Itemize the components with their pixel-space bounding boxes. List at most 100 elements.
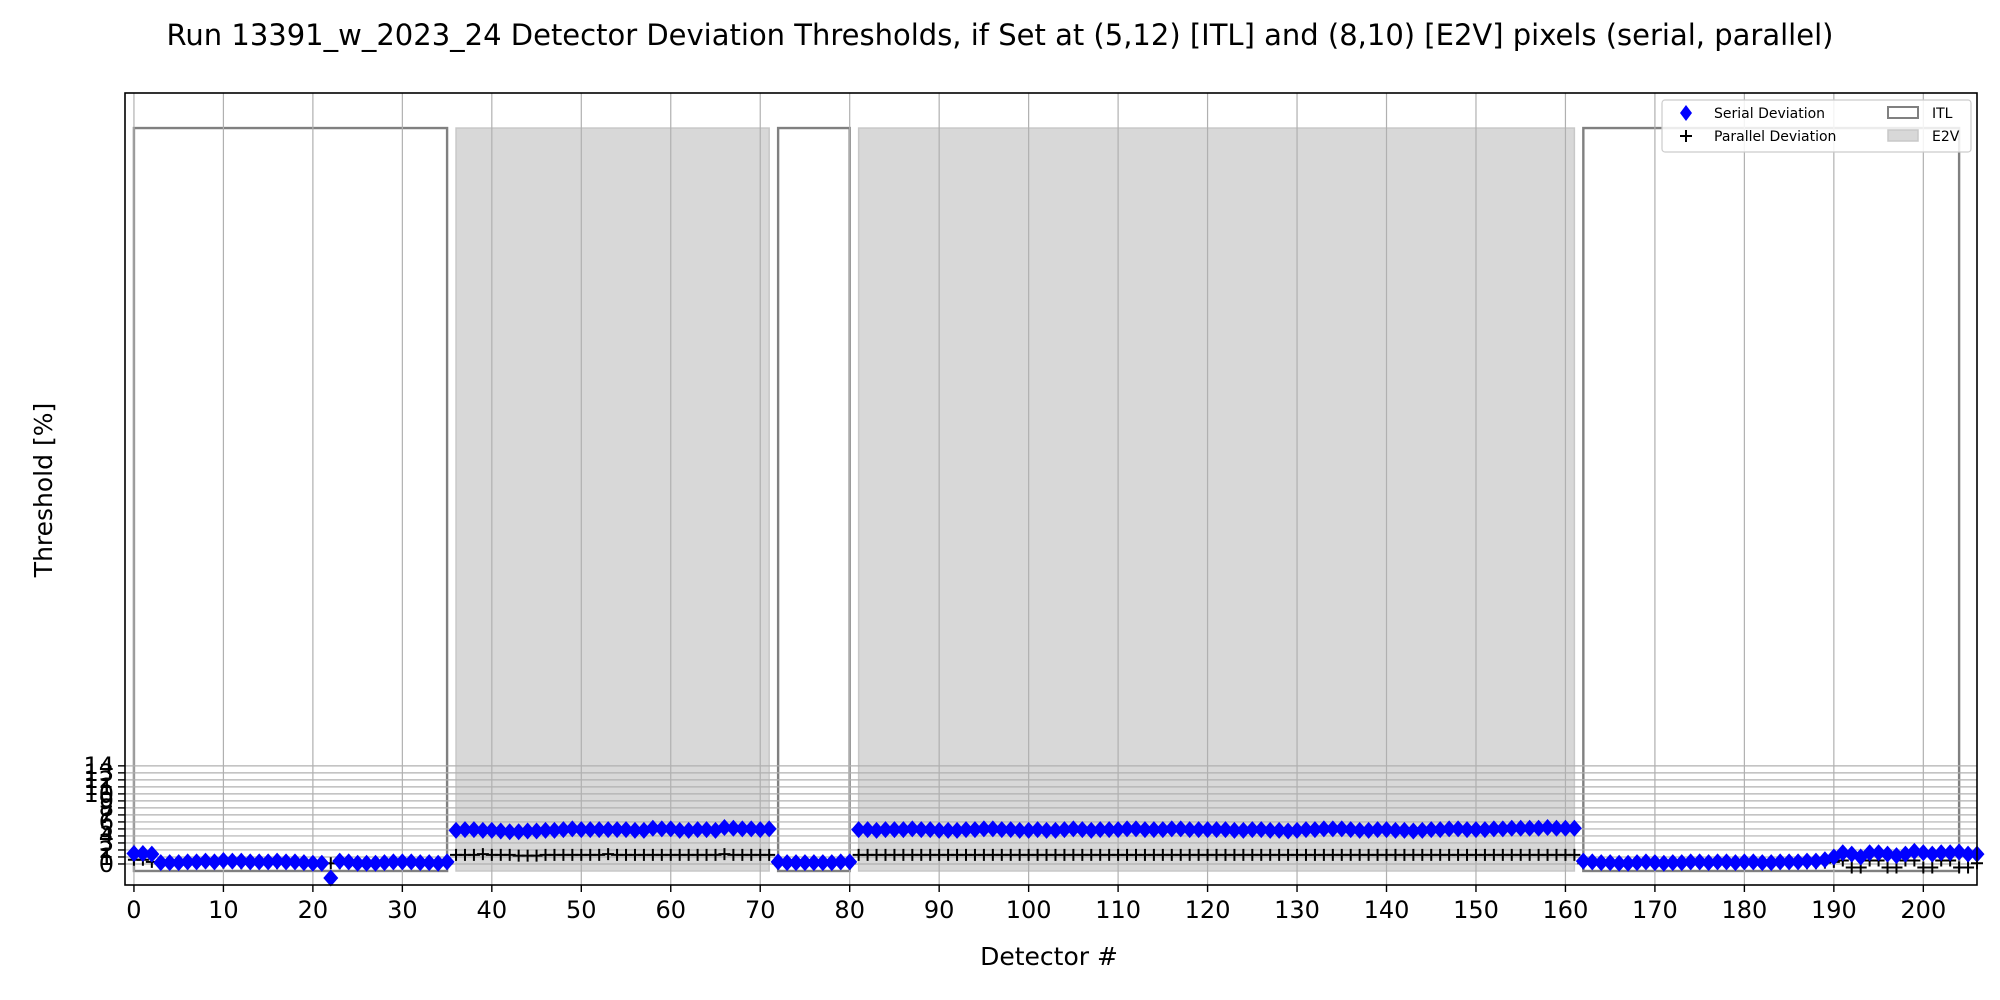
serial-deviation-point — [788, 854, 804, 872]
serial-deviation-point — [1101, 821, 1117, 839]
itl-band — [1582, 126, 1961, 873]
serial-deviation-point — [994, 821, 1010, 839]
serial-deviation-point — [403, 853, 419, 871]
y-tick-label: 0 — [99, 850, 114, 878]
y-tick-label: 14 — [83, 752, 114, 780]
serial-deviation-point — [1450, 820, 1466, 838]
serial-deviation-point — [1718, 853, 1734, 871]
serial-deviation-point — [1271, 821, 1287, 839]
serial-deviation-point — [716, 819, 732, 837]
serial-deviation-point — [958, 821, 974, 839]
serial-deviation-point — [189, 853, 205, 871]
legend-label-serial: Serial Deviation — [1714, 106, 1825, 122]
serial-deviation-point — [1414, 821, 1430, 839]
serial-deviation-point — [323, 869, 339, 887]
serial-deviation-point — [1593, 854, 1609, 872]
serial-deviation-point — [1235, 821, 1251, 839]
serial-deviation-point — [439, 853, 455, 871]
serial-deviation-point — [967, 821, 983, 839]
serial-deviation-point — [332, 852, 348, 870]
itl-band — [776, 126, 851, 873]
x-tick-label: 160 — [1543, 896, 1589, 924]
x-axis-label: Detector # — [980, 942, 1118, 971]
serial-deviation-point — [869, 821, 885, 839]
x-tick-label: 30 — [387, 896, 418, 924]
serial-deviation-point — [877, 821, 893, 839]
serial-deviation-point — [1495, 820, 1511, 838]
serial-deviation-point — [457, 821, 473, 839]
serial-deviation-point — [162, 854, 178, 872]
serial-deviation-point — [1030, 821, 1046, 839]
serial-deviation-point — [770, 853, 786, 871]
serial-deviation-point — [654, 820, 670, 838]
x-tick-label: 0 — [126, 896, 141, 924]
serial-deviation-point — [1575, 852, 1591, 870]
legend-diamond-marker — [1680, 105, 1692, 121]
serial-deviation-point — [430, 854, 446, 872]
x-tick-label: 120 — [1185, 896, 1231, 924]
serial-deviation-point — [1477, 821, 1493, 839]
x-tick-label: 50 — [566, 896, 597, 924]
serial-deviation-point — [734, 820, 750, 838]
serial-deviation-point — [931, 821, 947, 839]
serial-deviation-point — [985, 820, 1001, 838]
y-tick-label: 9 — [99, 787, 114, 815]
serial-deviation-point — [1871, 844, 1887, 862]
serial-deviation-point — [1173, 820, 1189, 838]
serial-deviation-point — [1701, 854, 1717, 872]
y-tick-label: 4 — [99, 822, 114, 850]
serial-deviation-point — [1772, 853, 1788, 871]
serial-deviation-point — [1754, 854, 1770, 872]
serial-deviation-point — [1146, 821, 1162, 839]
serial-deviation-point — [296, 854, 312, 872]
parallel-deviation-point — [1568, 848, 1581, 861]
serial-deviation-point — [645, 819, 661, 837]
y-tick-label: 7 — [99, 801, 114, 829]
serial-deviation-point — [1522, 819, 1538, 837]
serial-deviation-point — [233, 852, 249, 870]
serial-deviation-point — [1808, 852, 1824, 870]
serial-deviation-point — [538, 821, 554, 839]
y-tick-label: 10 — [83, 780, 114, 808]
serial-deviation-point — [135, 844, 151, 862]
serial-deviation-point — [1692, 853, 1708, 871]
serial-deviation-point — [1361, 821, 1377, 839]
legend-label-itl: ITL — [1932, 106, 1953, 122]
serial-deviation-point — [1933, 844, 1949, 862]
y-tick-label: 5 — [99, 815, 114, 843]
y-axis-label: Threshold [%] — [29, 403, 58, 578]
serial-deviation-point — [1226, 821, 1242, 839]
serial-deviation-point — [1736, 853, 1752, 871]
serial-deviation-point — [690, 821, 706, 839]
serial-deviation-point — [1620, 854, 1636, 872]
serial-deviation-point — [171, 854, 187, 872]
legend-label-e2v: E2V — [1932, 129, 1960, 145]
x-tick-label: 90 — [924, 896, 955, 924]
x-tick-label: 100 — [1006, 896, 1052, 924]
serial-deviation-point — [1119, 820, 1135, 838]
serial-deviation-point — [1781, 853, 1797, 871]
parallel-deviation-point — [763, 848, 776, 861]
itl-band — [132, 126, 449, 873]
serial-deviation-point — [672, 821, 688, 839]
y-tick-label: 13 — [83, 759, 114, 787]
serial-deviation-point — [564, 820, 580, 838]
serial-deviation-point — [1486, 820, 1502, 838]
e2v-band — [857, 127, 1576, 872]
serial-deviation-point — [242, 853, 258, 871]
serial-deviation-point — [1656, 854, 1672, 872]
serial-deviation-point — [779, 854, 795, 872]
serial-deviation-point — [502, 823, 518, 841]
serial-deviation-point — [1128, 820, 1144, 838]
serial-deviation-point — [1056, 821, 1072, 839]
serial-deviation-point — [1727, 854, 1743, 872]
serial-deviation-point — [1710, 853, 1726, 871]
x-tick-label: 140 — [1364, 896, 1410, 924]
serial-deviation-point — [824, 854, 840, 872]
serial-deviation-point — [1191, 821, 1207, 839]
serial-deviation-point — [1674, 854, 1690, 872]
x-tick-label: 20 — [298, 896, 329, 924]
serial-deviation-point — [1629, 854, 1645, 872]
serial-deviation-point — [1370, 821, 1386, 839]
serial-deviation-point — [126, 844, 142, 862]
